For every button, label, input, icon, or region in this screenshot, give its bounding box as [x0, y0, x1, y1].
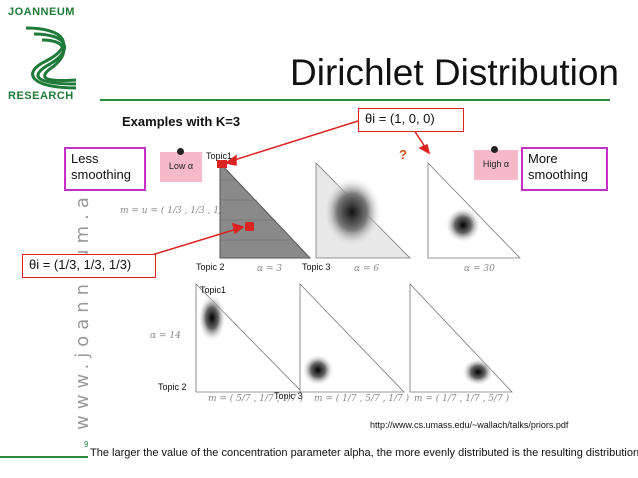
- low-alpha-note: Low α: [160, 152, 202, 182]
- math-alpha14: α = 14: [150, 331, 181, 341]
- slide-title: Dirichlet Distribution: [290, 52, 619, 93]
- math-alpha3: α = 3: [257, 264, 283, 274]
- footer-divider: [0, 456, 88, 458]
- topic3-label-top: Topic 3: [302, 262, 331, 272]
- triangle-m-b: [299, 283, 405, 393]
- joanneum-logo-icon: [25, 26, 77, 90]
- math-m-a: m = ( 5/7 , 1/7 , 1/7 ): [208, 394, 304, 404]
- red-dot-top: [217, 160, 227, 168]
- topic3-label-bottom: Topic 3: [274, 391, 303, 401]
- triangle-alpha30: [427, 162, 521, 259]
- math-alpha6: α = 6: [354, 264, 380, 274]
- high-alpha-note: High α: [474, 150, 518, 180]
- question-mark: ?: [399, 147, 407, 162]
- topic1-label-top: Topic1: [206, 151, 233, 161]
- more-smoothing-box: More smoothing: [521, 147, 608, 191]
- math-m-c: m = ( 1/7 , 1/7 , 5/7 ): [414, 394, 510, 404]
- triangle-m-c: [409, 282, 513, 393]
- title-divider: [100, 99, 610, 101]
- topic2-label-top: Topic 2: [196, 262, 225, 272]
- footer-text: The larger the value of the concentratio…: [90, 447, 638, 459]
- math-m-b: m = ( 1/7 , 5/7 , 1/7 ): [314, 394, 410, 404]
- topic2-label-bottom: Topic 2: [158, 382, 187, 392]
- red-dot-center: [245, 222, 254, 231]
- math-alpha30: α = 30: [464, 264, 495, 274]
- theta-left-box: θi = (1/3, 1/3, 1/3): [22, 254, 156, 278]
- less-smoothing-box: Less smoothing: [64, 147, 146, 191]
- triangle-alpha3: [219, 161, 312, 259]
- arrow-theta-left: [141, 227, 241, 259]
- triangle-alpha6: [315, 162, 411, 259]
- logo-text-top: JOANNEUM: [8, 6, 75, 18]
- topic1-label-bottom: Topic1: [200, 285, 227, 295]
- page-number: 9: [84, 440, 89, 449]
- triangle-m-a: [195, 283, 303, 393]
- pin-icon: [491, 146, 498, 153]
- citation-url: http://www.cs.umass.edu/~wallach/talks/p…: [370, 420, 569, 430]
- logo-text-bottom: RESEARCH: [8, 90, 74, 102]
- pin-icon: [177, 148, 184, 155]
- theta-top-box: θi = (1, 0, 0): [358, 108, 464, 132]
- slide-subtitle: Examples with K=3: [122, 114, 241, 129]
- arrow-theta-top: [227, 120, 359, 163]
- math-m-uniform: m = u = ( 1/3 , 1/3 , 1/3 ): [120, 206, 235, 216]
